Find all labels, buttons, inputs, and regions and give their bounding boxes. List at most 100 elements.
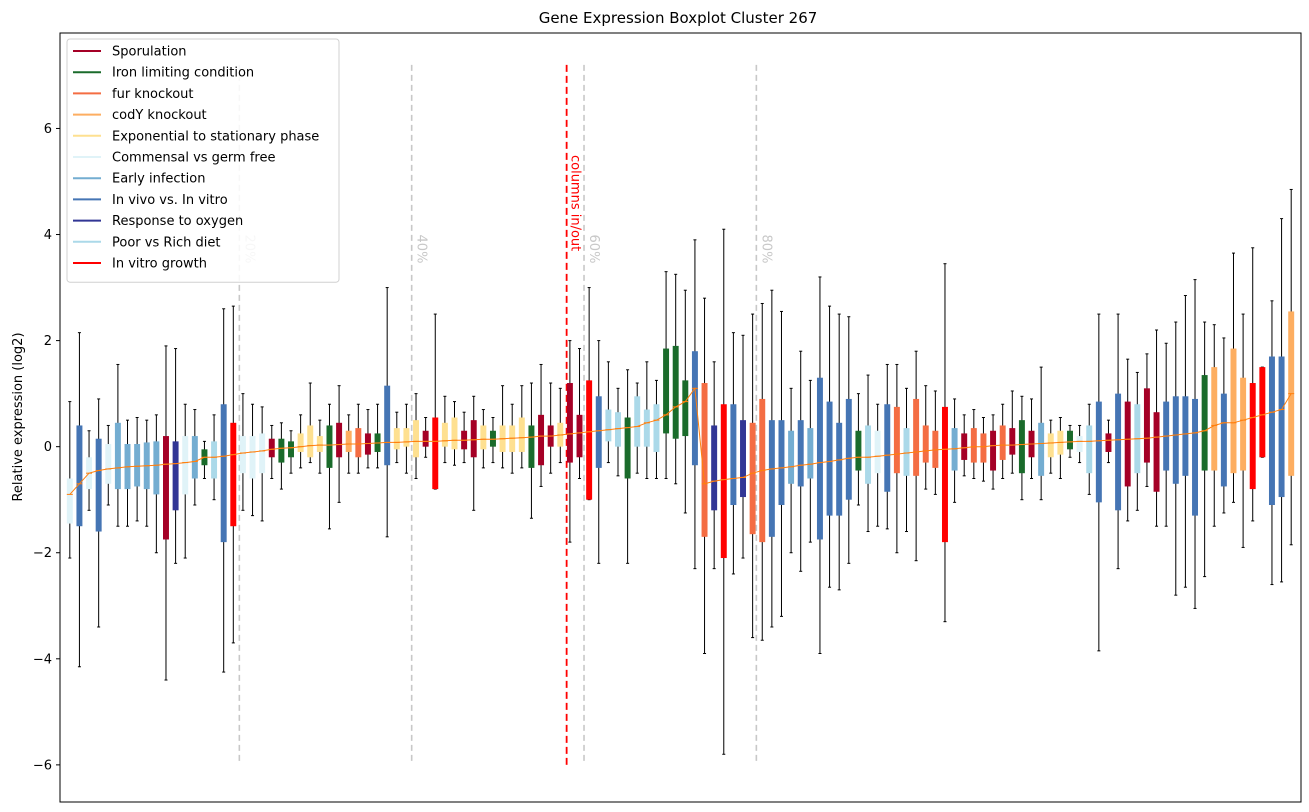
box-body [740, 420, 746, 498]
box-body [999, 425, 1006, 460]
box-125 [1268, 300, 1275, 586]
box-22 [278, 422, 285, 490]
box-body [586, 380, 593, 500]
box-113 [1153, 329, 1160, 527]
legend-label: Early infection [112, 172, 205, 187]
box-body [1115, 393, 1122, 511]
box-114 [1163, 342, 1170, 527]
box-body [66, 478, 73, 524]
box-body [634, 396, 641, 447]
box-body [922, 425, 929, 463]
y-axis-label: Relative expression (log2) [11, 332, 26, 501]
box-body [364, 433, 371, 455]
box-62 [663, 271, 670, 479]
box-47 [518, 385, 525, 469]
box-105 [1076, 424, 1083, 464]
box-body [691, 351, 698, 466]
legend-label: fur knockout [112, 87, 194, 102]
box-100 [1028, 398, 1035, 479]
box-body [615, 412, 621, 447]
box-10 [162, 345, 169, 681]
box-body [211, 441, 218, 479]
box-body [288, 441, 294, 458]
box-body [1172, 396, 1179, 484]
box-79 [826, 305, 833, 588]
box-body [220, 404, 227, 543]
box-35 [403, 403, 410, 474]
box-0 [66, 401, 73, 559]
box-body [1249, 383, 1256, 490]
legend-label: Commensal vs germ free [112, 151, 275, 166]
box-120 [1220, 337, 1227, 514]
box-24 [297, 414, 304, 469]
box-89 [922, 385, 929, 490]
box-body [1018, 420, 1025, 474]
box-67 [711, 361, 718, 570]
box-25 [307, 382, 314, 464]
box-48 [528, 382, 535, 519]
box-body [730, 404, 737, 506]
box-body [480, 425, 487, 450]
box-117 [1192, 279, 1199, 609]
y-tick-label: −2 [33, 546, 52, 561]
box-body [749, 422, 756, 535]
box-99 [1018, 395, 1025, 501]
box-body [1067, 430, 1073, 450]
box-75 [788, 387, 795, 554]
box-body [1076, 436, 1083, 452]
box-51 [557, 387, 564, 464]
box-65 [691, 239, 698, 570]
box-body [336, 422, 343, 458]
box-body [1220, 393, 1227, 487]
box-107 [1095, 313, 1102, 652]
box-body [259, 433, 266, 474]
box-body [1124, 401, 1131, 487]
box-body [768, 420, 775, 537]
box-122 [1240, 313, 1247, 548]
box-87 [903, 387, 910, 533]
box-body [1038, 422, 1045, 476]
box-body [191, 436, 198, 479]
percentile-label: 60% [586, 235, 601, 264]
box-body [134, 444, 141, 487]
box-37 [422, 417, 429, 458]
box-111 [1134, 371, 1141, 511]
box-body [672, 345, 679, 439]
legend-label: Sporulation [112, 45, 187, 60]
box-8 [143, 419, 150, 527]
box-body [105, 444, 112, 484]
box-66 [701, 297, 708, 655]
box-18 [239, 393, 246, 511]
box-body [643, 409, 650, 447]
box-body [1143, 388, 1150, 463]
box-84 [874, 403, 881, 527]
box-94 [970, 409, 977, 479]
box-27 [326, 403, 333, 530]
legend-label: codY knockout [112, 108, 207, 123]
box-body [720, 404, 727, 559]
box-7 [134, 417, 141, 522]
box-body [711, 425, 718, 511]
box-6 [124, 419, 131, 527]
box-42 [470, 395, 477, 511]
box-53 [576, 348, 583, 479]
box-30 [355, 403, 362, 474]
box-101 [1038, 366, 1045, 501]
box-body [470, 420, 477, 458]
box-116 [1182, 295, 1189, 588]
box-body [384, 385, 391, 466]
box-98 [1009, 390, 1016, 474]
box-102 [1047, 419, 1054, 474]
y-tick-label: −6 [33, 758, 52, 773]
box-60 [643, 361, 650, 479]
box-body [1182, 396, 1189, 476]
box-body [836, 422, 843, 516]
box-body [624, 417, 631, 479]
box-body [297, 433, 304, 452]
box-44 [489, 417, 496, 464]
divider-label: columns in/out [568, 155, 583, 251]
box-body [76, 425, 83, 527]
box-body [903, 428, 910, 476]
box-63 [672, 273, 679, 485]
legend-label: In vivo vs. In vitro [112, 193, 228, 208]
